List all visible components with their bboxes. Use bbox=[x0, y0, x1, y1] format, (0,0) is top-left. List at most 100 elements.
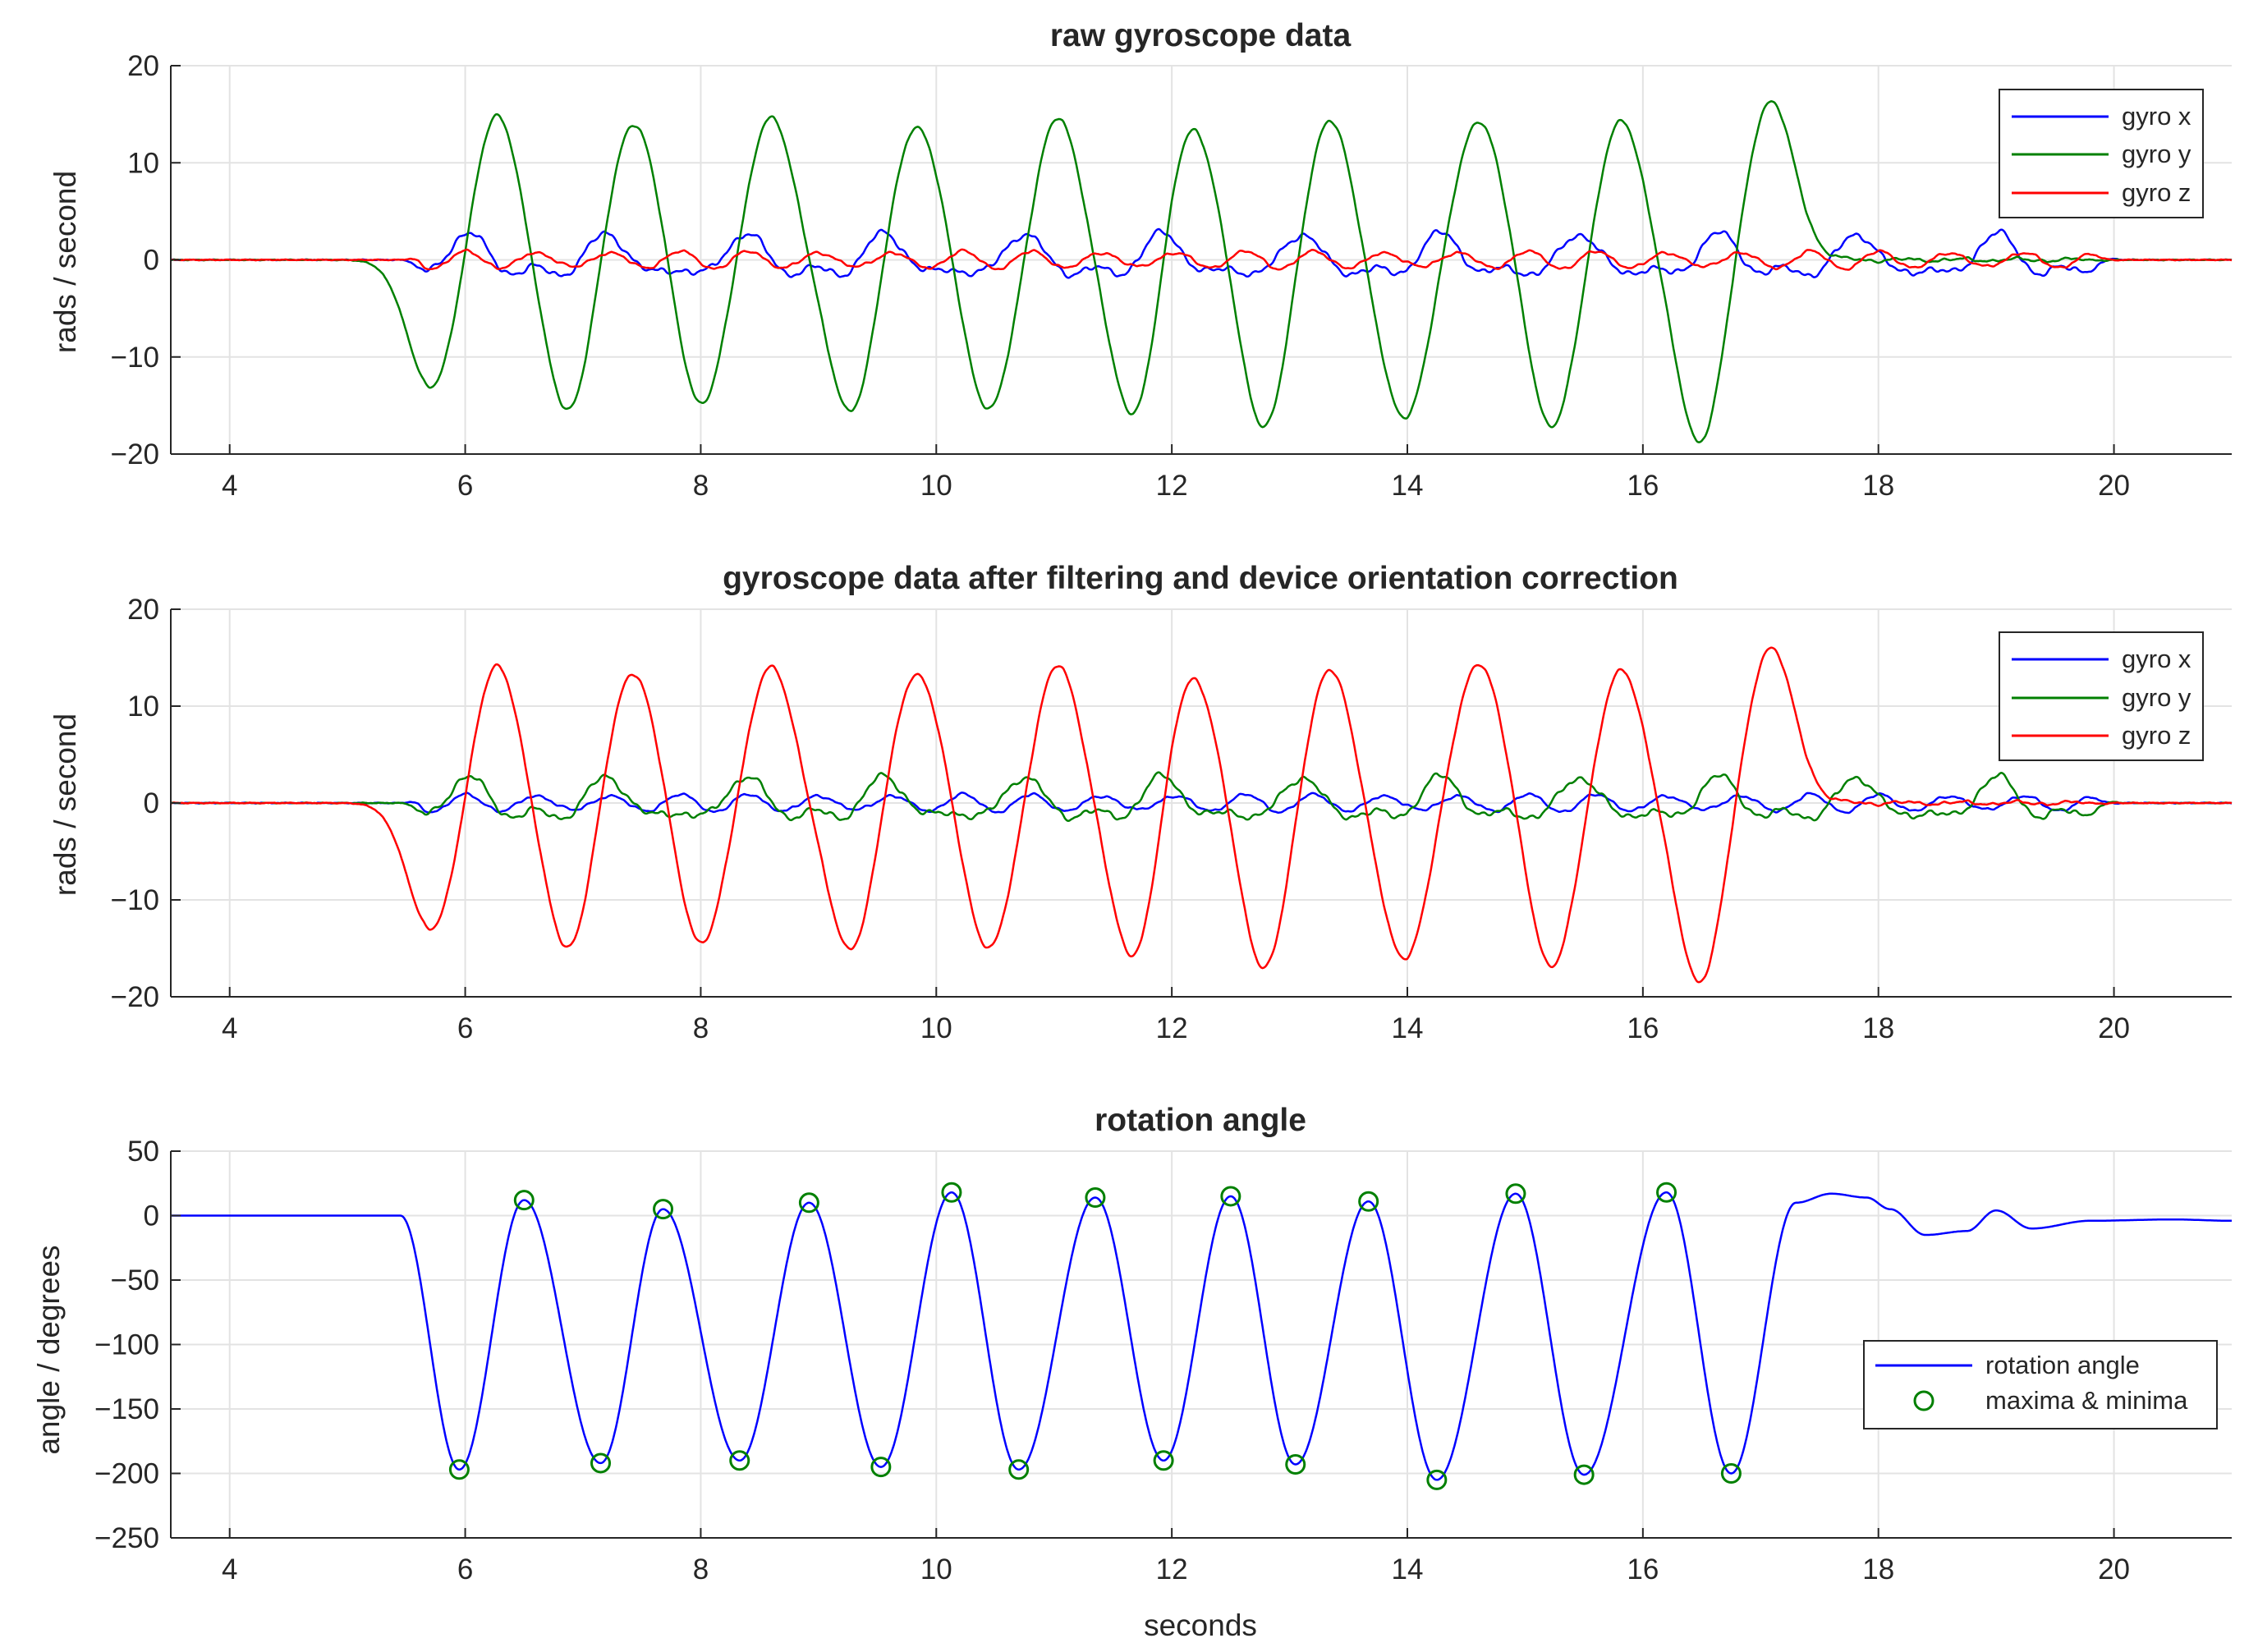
panel1-xtick-label: 18 bbox=[1862, 470, 1894, 502]
extremum-marker bbox=[590, 1452, 612, 1474]
panel1-axes: 4 6 8 10 12 14 16 18 20 −20 −10 0 10 20 bbox=[111, 50, 2232, 502]
panel1-legend-gyro-z: gyro z bbox=[2122, 178, 2191, 207]
panel3-ylabel: angle / degrees bbox=[32, 1245, 66, 1454]
panel3-legend-box bbox=[1863, 1340, 2218, 1429]
panel3-legend-swatch-extrema bbox=[1913, 1390, 1934, 1411]
panel1-ytick-label: −10 bbox=[111, 342, 159, 374]
panel2-title: gyroscope data after filtering and devic… bbox=[723, 561, 1678, 596]
panel2-ytick-label: −10 bbox=[111, 884, 159, 916]
panel2-ytick-label: 10 bbox=[127, 691, 159, 723]
panel2-ytick-label: −20 bbox=[111, 981, 159, 1013]
series-line-gyro-x bbox=[170, 227, 2233, 279]
panel2-xtick-label: 6 bbox=[457, 1012, 473, 1044]
panel3-xtick-label: 16 bbox=[1627, 1553, 1659, 1585]
panel2-lines bbox=[170, 646, 2233, 984]
panel3-ytick-label: 50 bbox=[127, 1136, 159, 1168]
panel3-title: rotation angle bbox=[1095, 1103, 1306, 1138]
panel3-xtick-label: 10 bbox=[920, 1553, 952, 1585]
extremum-marker bbox=[870, 1457, 892, 1478]
panel3-xtick-label: 18 bbox=[1862, 1553, 1894, 1585]
panel1-ytick-label: −20 bbox=[111, 438, 159, 470]
panel1-xtick-label: 20 bbox=[2098, 470, 2130, 502]
extremum-marker bbox=[448, 1459, 470, 1480]
panel3-xtick-label: 12 bbox=[1156, 1553, 1188, 1585]
panel-filtered-gyroscope: gyroscope data after filtering and devic… bbox=[48, 561, 2233, 1044]
panel2-xtick-label: 16 bbox=[1627, 1012, 1659, 1044]
panel2-axes: 4 6 8 10 12 14 16 18 20 −20 −10 0 10 20 bbox=[111, 594, 2232, 1044]
extremum-marker bbox=[1358, 1191, 1379, 1212]
panel3-ytick-label: −50 bbox=[111, 1264, 159, 1296]
extremum-marker bbox=[798, 1192, 819, 1214]
panel1-ytick-label: 10 bbox=[127, 147, 159, 179]
panel1-xtick-label: 6 bbox=[457, 470, 473, 502]
panel3-ytick-label: −100 bbox=[94, 1329, 159, 1361]
series-line-rotation-angle bbox=[171, 1191, 2232, 1481]
series-line-gyro-x bbox=[170, 792, 2233, 815]
panel2-xtick-label: 18 bbox=[1862, 1012, 1894, 1044]
extremum-marker bbox=[1573, 1464, 1595, 1485]
panel2-xtick-label: 4 bbox=[222, 1012, 237, 1044]
panel1-legend-gyro-y: gyro y bbox=[2122, 140, 2191, 168]
extremum-marker bbox=[941, 1182, 962, 1203]
series-line-gyro-y bbox=[171, 100, 2233, 443]
panel3-xtick-label: 6 bbox=[457, 1553, 473, 1585]
panel-rotation-angle: rotation angle 4 6 8 10 12 14 16 18 20 −250 −200 −1… bbox=[32, 1103, 2232, 1642]
panel1-xtick-label: 10 bbox=[920, 470, 952, 502]
extremum-marker bbox=[1008, 1459, 1030, 1480]
extremum-marker bbox=[1656, 1182, 1677, 1203]
series-line-gyro-z bbox=[170, 248, 2233, 271]
panel1-xtick-label: 14 bbox=[1392, 470, 1424, 502]
panel3-xtick-label: 14 bbox=[1392, 1553, 1424, 1585]
panel1-ytick-label: 20 bbox=[127, 50, 159, 82]
panel1-xtick-label: 16 bbox=[1627, 470, 1659, 502]
panel2-xtick-label: 10 bbox=[920, 1012, 952, 1044]
series-line-gyro-y bbox=[170, 771, 2233, 823]
extremum-marker bbox=[1426, 1469, 1448, 1490]
panel2-legend-gyro-x: gyro x bbox=[2122, 645, 2191, 673]
panel2-ylabel: rads / second bbox=[48, 714, 82, 896]
panel3-legend: rotation angle maxima & minima bbox=[1863, 1340, 2218, 1429]
panel3-xtick-label: 4 bbox=[222, 1553, 237, 1585]
extremum-marker bbox=[1220, 1186, 1241, 1207]
series-line-gyro-z bbox=[171, 646, 2233, 984]
panel2-xtick-label: 20 bbox=[2098, 1012, 2130, 1044]
panel3-ytick-label: 0 bbox=[144, 1200, 159, 1232]
panel1-lines bbox=[170, 100, 2233, 443]
extremum-marker bbox=[653, 1199, 674, 1220]
panel2-ytick-label: 20 bbox=[127, 594, 159, 626]
panel1-xtick-label: 8 bbox=[693, 470, 709, 502]
panel3-axes: 4 6 8 10 12 14 16 18 20 −250 −200 −150 −100 −50 0 50 bbox=[94, 1136, 2232, 1585]
panel2-legend-gyro-y: gyro y bbox=[2122, 683, 2191, 712]
extremum-marker bbox=[1505, 1183, 1526, 1205]
extremum-marker bbox=[513, 1190, 535, 1211]
panel3-legend-rotation-angle: rotation angle bbox=[1985, 1351, 2140, 1379]
panel3-legend-maxima-minima: maxima & minima bbox=[1985, 1386, 2188, 1415]
extremum-marker bbox=[1153, 1450, 1174, 1471]
panel2-xtick-label: 8 bbox=[693, 1012, 709, 1044]
panel3-ytick-label: −150 bbox=[94, 1393, 159, 1425]
panel2-xtick-label: 14 bbox=[1392, 1012, 1424, 1044]
panel2-legend-gyro-z: gyro z bbox=[2122, 721, 2191, 750]
panel1-legend-gyro-x: gyro x bbox=[2122, 102, 2191, 131]
panel3-lines bbox=[171, 1182, 2232, 1490]
panel3-xtick-label: 20 bbox=[2098, 1553, 2130, 1585]
extremum-marker bbox=[1285, 1454, 1306, 1475]
panel2-legend-box bbox=[1999, 631, 2204, 761]
panel1-xtick-label: 4 bbox=[222, 470, 237, 502]
extremum-marker bbox=[1720, 1463, 1742, 1484]
panel3-ytick-label: −250 bbox=[94, 1522, 159, 1554]
panel2-xtick-label: 12 bbox=[1156, 1012, 1188, 1044]
panel2-legend: gyro x gyro y gyro z bbox=[1999, 631, 2204, 761]
extremum-marker bbox=[729, 1450, 750, 1471]
panel3-xtick-label: 8 bbox=[693, 1553, 709, 1585]
panel1-legend: gyro x gyro y gyro z bbox=[1999, 89, 2204, 218]
panel2-ytick-label: 0 bbox=[144, 787, 159, 819]
panel1-ytick-label: 0 bbox=[144, 245, 159, 277]
extremum-marker bbox=[1085, 1187, 1106, 1209]
panel1-title: raw gyroscope data bbox=[1050, 18, 1352, 53]
panel1-xtick-label: 12 bbox=[1156, 470, 1188, 502]
panel1-ylabel: rads / second bbox=[48, 171, 82, 353]
panel3-xlabel: seconds bbox=[1144, 1608, 1257, 1642]
panel3-ytick-label: −200 bbox=[94, 1458, 159, 1490]
